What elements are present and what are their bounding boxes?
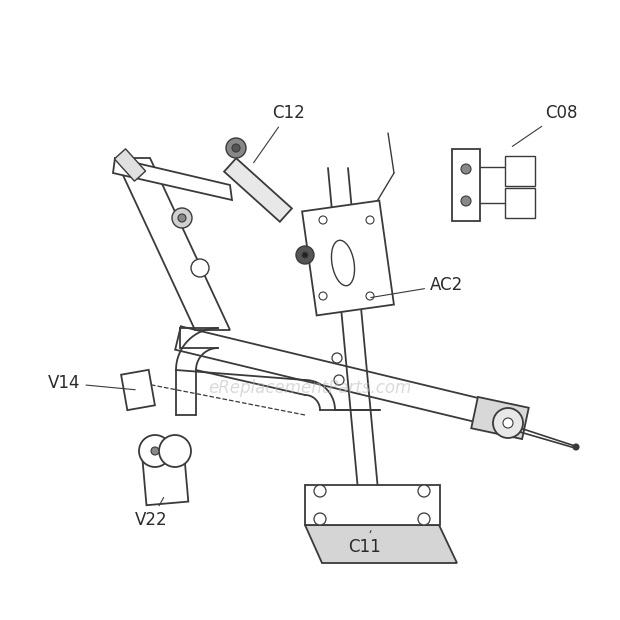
Circle shape [314, 485, 326, 497]
Bar [505, 188, 535, 218]
Circle shape [296, 246, 314, 264]
Circle shape [573, 444, 579, 450]
Circle shape [302, 252, 308, 258]
Circle shape [319, 216, 327, 224]
Circle shape [139, 435, 171, 467]
Bar [121, 370, 155, 410]
Text: C12: C12 [254, 104, 305, 162]
Circle shape [493, 408, 523, 438]
Circle shape [314, 513, 326, 525]
Circle shape [159, 435, 191, 467]
Circle shape [418, 513, 430, 525]
Circle shape [366, 216, 374, 224]
Polygon shape [113, 158, 232, 200]
Text: eReplacementParts.com: eReplacementParts.com [208, 379, 412, 397]
Polygon shape [305, 525, 457, 563]
Circle shape [461, 196, 471, 206]
Circle shape [461, 164, 471, 174]
Circle shape [172, 208, 192, 228]
Bar [142, 447, 188, 505]
Circle shape [178, 214, 186, 222]
Circle shape [503, 418, 513, 428]
Bar [452, 149, 480, 221]
Text: V14: V14 [48, 374, 135, 392]
Bar [471, 397, 529, 439]
Bar [114, 149, 146, 181]
Text: V22: V22 [135, 497, 167, 529]
Bar [505, 156, 535, 186]
Circle shape [191, 259, 209, 277]
Circle shape [418, 485, 430, 497]
Bar [304, 485, 440, 525]
Text: C08: C08 [512, 104, 577, 146]
Circle shape [226, 138, 246, 158]
Circle shape [151, 447, 159, 455]
Bar [224, 158, 292, 222]
Ellipse shape [332, 241, 355, 286]
Text: C11: C11 [348, 531, 381, 556]
Circle shape [332, 353, 342, 363]
Circle shape [366, 292, 374, 300]
Circle shape [319, 292, 327, 300]
Bar [302, 201, 394, 316]
Circle shape [232, 144, 240, 152]
Circle shape [334, 375, 344, 385]
Polygon shape [115, 158, 230, 330]
Text: AC2: AC2 [371, 276, 463, 298]
